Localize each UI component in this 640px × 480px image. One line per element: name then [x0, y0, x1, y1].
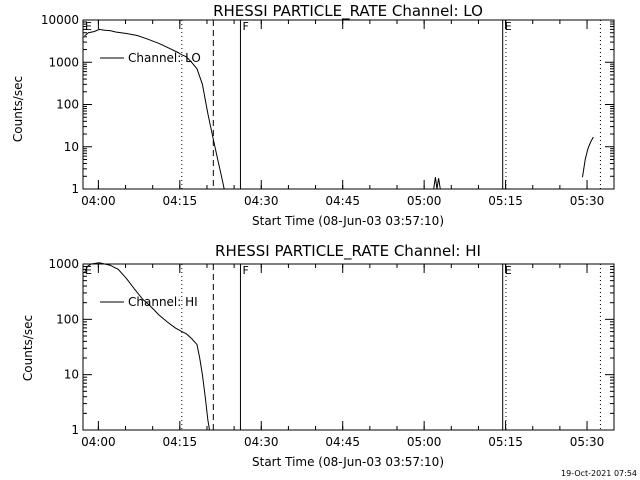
lo-chart-title: RHESSI PARTICLE_RATE Channel: LO: [213, 2, 483, 21]
lo-y-tick-label-10000: 10000: [41, 13, 79, 27]
hi-event-label-f: F: [242, 264, 248, 277]
hi-x-axis-label: Start Time (08-Jun-03 03:57:10): [252, 455, 444, 469]
lo-y-axis-label: Counts/sec: [11, 76, 25, 142]
lo-channel-panel: RHESSI PARTICLE_RATE Channel: LO Start T…: [11, 2, 615, 228]
hi-y-axis-label: Counts/sec: [21, 315, 35, 381]
hi-event-label-e: E: [85, 264, 92, 277]
lo-y-tick-label-1: 1: [71, 182, 79, 196]
lo-y-tick-label-10: 10: [64, 140, 79, 154]
lo-x-tick-label-05-15: 05:15: [488, 194, 523, 208]
hi-x-tick-label-05-30: 05:30: [570, 435, 605, 449]
hi-x-tick-label-05-00: 05:00: [407, 435, 442, 449]
hi-series-line: [84, 262, 210, 431]
hi-x-tick-label-04-45: 04:45: [325, 435, 360, 449]
lo-y-tick-label-100: 100: [56, 98, 79, 112]
lo-x-tick-label-04-00: 04:00: [81, 194, 116, 208]
hi-y-tick-label-100: 100: [56, 312, 79, 326]
lo-series-line: [433, 177, 441, 190]
lo-event-label-e: E: [505, 20, 512, 33]
lo-event-label-e: E: [85, 20, 92, 33]
lo-legend-label: Channel: LO: [128, 51, 201, 65]
hi-x-tick-label-04-15: 04:15: [163, 435, 198, 449]
lo-event-label-f: F: [242, 20, 248, 33]
lo-x-tick-label-04-30: 04:30: [244, 194, 279, 208]
hi-legend-label: Channel: HI: [128, 295, 198, 309]
hi-event-label-e: E: [505, 264, 512, 277]
hi-channel-panel: RHESSI PARTICLE_RATE Channel: HI Start T…: [21, 242, 615, 469]
lo-x-tick-label-05-00: 05:00: [407, 194, 442, 208]
lo-series-line: [582, 136, 594, 178]
hi-y-tick-label-1: 1: [71, 423, 79, 437]
hi-x-tick-label-04-00: 04:00: [81, 435, 116, 449]
lo-x-tick-label-04-45: 04:45: [325, 194, 360, 208]
hi-x-tick-label-05-15: 05:15: [488, 435, 523, 449]
hi-x-tick-label-04-30: 04:30: [244, 435, 279, 449]
lo-y-tick-label-1000: 1000: [48, 55, 79, 69]
lo-x-axis-label: Start Time (08-Jun-03 03:57:10): [252, 214, 444, 228]
lo-series-line: [84, 28, 225, 190]
generation-timestamp: 19-Oct-2021 07:54: [561, 469, 637, 478]
hi-y-tick-label-10: 10: [64, 368, 79, 382]
hi-y-tick-label-1000: 1000: [48, 257, 79, 271]
lo-x-tick-label-05-30: 05:30: [570, 194, 605, 208]
hi-chart-title: RHESSI PARTICLE_RATE Channel: HI: [215, 242, 481, 261]
lo-x-tick-label-04-15: 04:15: [163, 194, 198, 208]
